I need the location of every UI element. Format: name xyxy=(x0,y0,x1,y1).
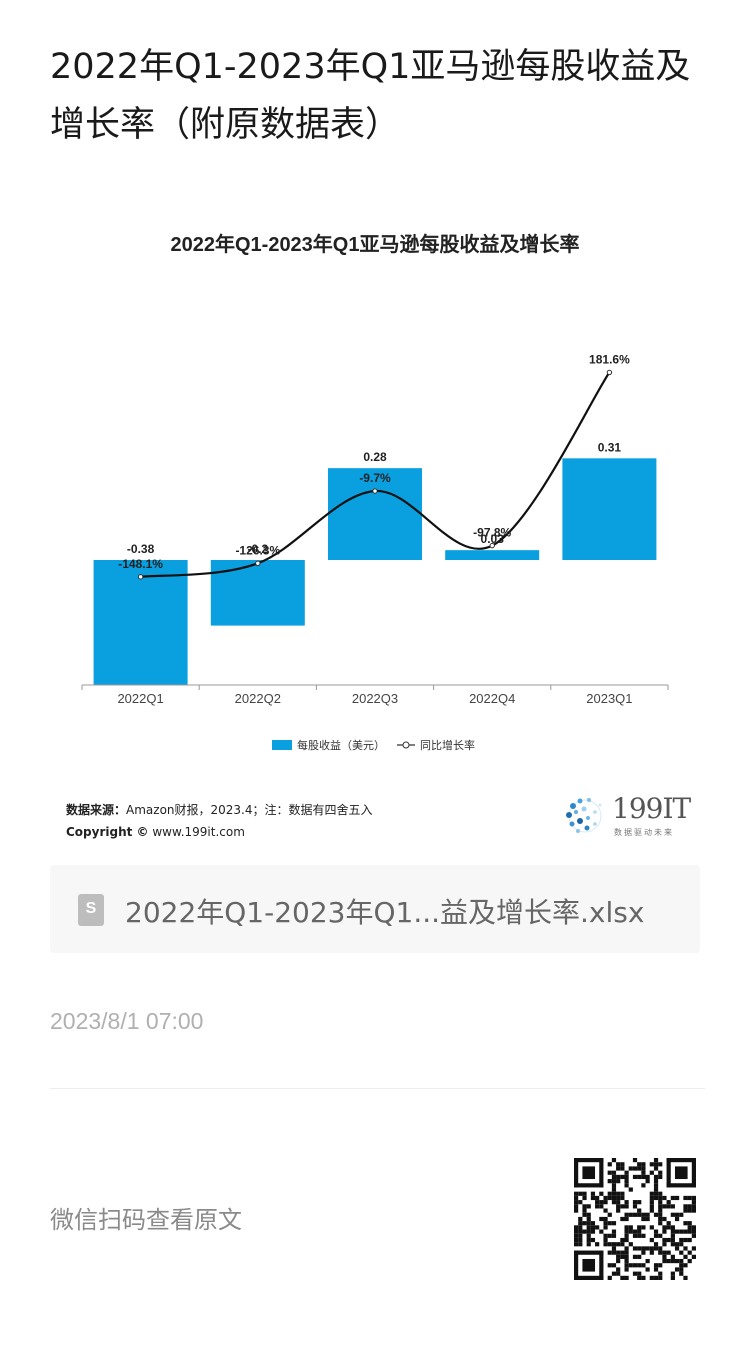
growth-rate-line xyxy=(140,371,611,578)
growth-rate-point xyxy=(489,542,495,549)
qr-caption: 微信扫码查看原文 xyxy=(50,1206,242,1234)
logo-199it: 199IT 数据驱动未来 xyxy=(560,790,700,840)
source-text: Amazon财报，2023.4；注：数据有四舍五入 xyxy=(126,803,373,817)
growth-rate-point xyxy=(137,574,144,580)
x-tick-label: 2022Q4 xyxy=(469,691,515,706)
growth-rate-label: -9.7% xyxy=(359,471,391,485)
chart-title: 2022年Q1-2023年Q1亚马逊每股收益及增长率 xyxy=(170,232,579,256)
article-title: 2022年Q1-2023年Q1亚马逊每股收益及增长率（附原数据表） xyxy=(50,47,691,145)
legend-line-label: 同比增长率 xyxy=(420,738,475,752)
attachment-file-card[interactable]: S 2022年Q1-2023年Q1...益及增长率.xlsx xyxy=(50,865,700,953)
copyright-label: Copyright © xyxy=(66,825,149,839)
logo-text: 199IT xyxy=(612,792,691,825)
growth-rate-point xyxy=(606,369,613,376)
logo-dots-icon xyxy=(566,798,602,833)
eps-chart: 2022年Q1-2023年Q1亚马逊每股收益及增长率 -0.38 -0.2 0.28… xyxy=(81,232,669,752)
eps-value-label: -0.2 xyxy=(247,542,268,556)
qr-code-icon[interactable] xyxy=(574,1158,696,1280)
x-tick-label: 2022Q2 xyxy=(235,691,281,706)
growth-rate-point xyxy=(255,560,261,567)
legend-bar-swatch xyxy=(272,740,292,750)
eps-bar-2022Q3 xyxy=(328,468,422,560)
growth-rate-label: -148.1% xyxy=(118,557,163,571)
copyright-url: www.199it.com xyxy=(148,825,245,839)
eps-value-label: 0.31 xyxy=(598,440,622,454)
chart-card: 2022年Q1-2023年Q1亚马逊每股收益及增长率 -0.38 -0.2 0.28… xyxy=(50,200,700,850)
x-tick-label: 2023Q1 xyxy=(586,691,632,706)
eps-bar-2022Q2 xyxy=(210,560,305,626)
x-tick-label: 2022Q3 xyxy=(352,691,398,706)
file-icon-letter: S xyxy=(85,900,97,917)
growth-rate-label: 181.6% xyxy=(589,352,630,366)
data-source: 数据来源：Amazon财报，2023.4；注：数据有四舍五入 Copyright… xyxy=(66,799,373,843)
growth-rate-label: -126.3% xyxy=(235,543,280,557)
file-name[interactable]: 2022年Q1-2023年Q1...益及增长率.xlsx xyxy=(125,896,645,929)
legend-line-marker xyxy=(402,741,410,749)
divider xyxy=(50,1088,705,1089)
eps-bar-2022Q1 xyxy=(93,560,188,685)
spreadsheet-icon: S xyxy=(78,894,104,926)
eps-value-label: -0.38 xyxy=(127,542,155,556)
publish-timestamp: 2023/8/1 07:00 xyxy=(50,1008,204,1034)
eps-bar-2023Q1 xyxy=(562,458,657,560)
growth-rate-label: -97.8% xyxy=(473,526,511,540)
legend-bar-label: 每股收益（美元） xyxy=(297,738,385,752)
eps-bar-2022Q4 xyxy=(445,550,540,560)
logo-tagline: 数据驱动未来 xyxy=(614,828,674,837)
source-label: 数据来源： xyxy=(66,803,127,817)
growth-rate-point xyxy=(372,488,378,494)
x-tick-label: 2022Q1 xyxy=(117,691,163,706)
eps-value-label: 0.28 xyxy=(363,450,387,464)
